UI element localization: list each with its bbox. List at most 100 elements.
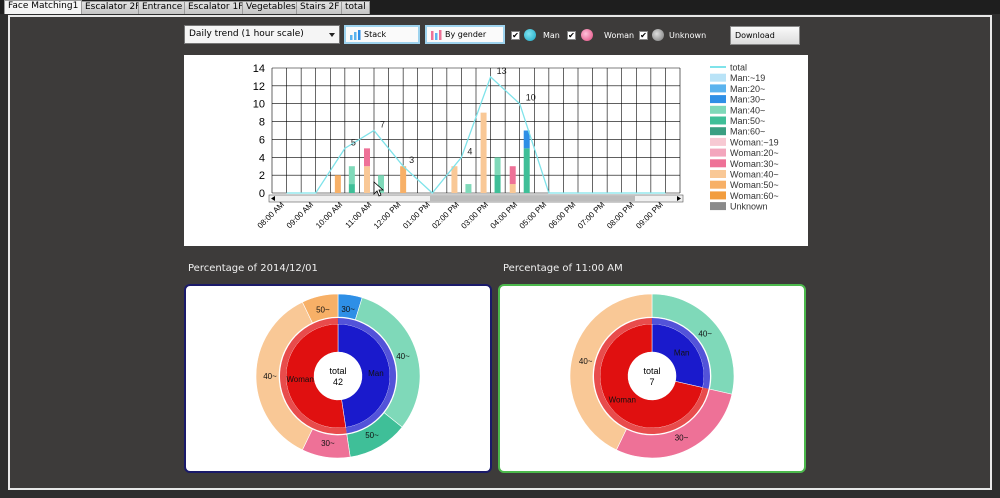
pie-outer-label: 30~ xyxy=(341,305,355,314)
pie-center xyxy=(314,352,362,400)
by-gender-button[interactable]: By gender xyxy=(425,25,505,44)
total-line xyxy=(286,75,666,194)
legend-swatch xyxy=(710,105,726,114)
x-tick-label: 09:00 PM xyxy=(634,200,665,231)
period-select[interactable]: Daily trend (1 hour scale) xyxy=(184,25,340,44)
legend-label: Woman:20~ xyxy=(730,148,779,158)
pie-outer-slice xyxy=(302,293,339,324)
chevron-down-icon xyxy=(329,33,335,37)
tab-total[interactable]: total xyxy=(341,1,370,14)
stack-bars-icon xyxy=(350,30,361,40)
unknown-checkbox[interactable]: ✔ xyxy=(639,31,648,40)
point-label: 4 xyxy=(467,146,472,156)
tab-entrance[interactable]: Entrance xyxy=(138,1,187,14)
point-label: 10 xyxy=(526,93,536,103)
y-tick-label: 6 xyxy=(259,134,265,146)
trend-chart-panel: 0 2 4 6 8 10 12 14 08:00 AM 09:00 AM 10:00 AM 11:00… xyxy=(184,55,808,246)
pie-panel-hour: Man Woman 40~ 30~ 40~ total 7 xyxy=(498,284,806,473)
x-tick-label: 02:00 PM xyxy=(430,200,461,231)
x-tick-label: 10:00 AM xyxy=(314,200,345,231)
scrollbar-thumb[interactable] xyxy=(430,196,635,201)
bar-segment xyxy=(480,112,487,193)
chart-legend: totalMan:~19Man:20~Man:30~Man:40~Man:50~… xyxy=(710,63,779,212)
download-button[interactable]: Download xyxy=(730,26,800,45)
legend-swatch xyxy=(710,180,726,189)
bar-segment xyxy=(465,184,472,193)
x-tick-label: 04:00 PM xyxy=(489,200,520,231)
tab-stairs-2f[interactable]: Stairs 2F xyxy=(296,1,344,14)
legend-swatch xyxy=(710,202,726,211)
pie-total-value: 7 xyxy=(649,377,654,387)
legend-swatch xyxy=(710,148,726,157)
woman-label: Woman xyxy=(604,31,635,40)
y-tick-label: 2 xyxy=(259,170,265,182)
x-tick-label: 06:00 PM xyxy=(547,200,578,231)
pie-title-day: Percentage of 2014/12/01 xyxy=(188,263,318,274)
bar-segment xyxy=(364,166,370,193)
bar-segment xyxy=(509,166,516,185)
bar-segment xyxy=(494,157,501,176)
x-tick-label: 08:00 PM xyxy=(605,200,636,231)
tab-face-matching1[interactable]: Face Matching1 xyxy=(4,0,83,14)
man-label: Man xyxy=(543,31,560,40)
bar-segment xyxy=(451,166,458,193)
x-tick-label: 03:00 PM xyxy=(459,200,490,231)
tab-vegetables[interactable]: Vegetables xyxy=(242,1,300,14)
pie-inner-rim xyxy=(338,318,396,434)
legend-label: total xyxy=(730,63,747,73)
unknown-label: Unknown xyxy=(669,31,707,40)
woman-icon xyxy=(581,29,593,41)
bar-segment xyxy=(509,184,516,193)
pie-inner-rim xyxy=(652,318,710,389)
legend-label: Woman:40~ xyxy=(730,170,779,180)
pie-total-value: 42 xyxy=(333,377,343,387)
legend-swatch xyxy=(710,116,726,125)
point-label: 13 xyxy=(497,66,507,76)
pie-inner-label: Woman xyxy=(609,396,636,405)
legend-swatch xyxy=(710,73,726,82)
legend-swatch xyxy=(710,191,726,200)
bar-segment xyxy=(494,175,501,193)
unknown-icon xyxy=(652,29,664,41)
x-tick-label: 07:00 PM xyxy=(576,200,607,231)
gender-bars-icon xyxy=(431,30,442,40)
pie-title-hour: Percentage of 11:00 AM xyxy=(503,263,623,274)
pie-outer-label: 40~ xyxy=(579,357,593,366)
legend-swatch xyxy=(710,84,726,93)
pie-total-label: total xyxy=(329,366,346,376)
pie-outer-label: 30~ xyxy=(675,433,689,442)
pie-center xyxy=(628,352,676,400)
scroll-right-icon[interactable] xyxy=(677,196,681,201)
pie-inner-label: Man xyxy=(674,348,690,357)
legend-swatch xyxy=(710,159,726,168)
pie-inner-label: Woman xyxy=(286,375,313,384)
legend-label: Woman:50~ xyxy=(730,180,779,190)
pie-outer-label: 30~ xyxy=(321,439,335,448)
legend-label: Man:20~ xyxy=(730,84,765,94)
tab-escalator-1f[interactable]: Escalator 1F xyxy=(184,1,248,14)
y-tick-label: 8 xyxy=(259,117,265,129)
legend-label: Man:60~ xyxy=(730,127,765,137)
legend-label: Man:30~ xyxy=(730,95,765,105)
woman-checkbox[interactable]: ✔ xyxy=(567,31,576,40)
y-tick-label: 12 xyxy=(253,81,265,93)
stack-button[interactable]: Stack xyxy=(344,25,420,44)
legend-swatch xyxy=(710,127,726,136)
tab-escalator-2f[interactable]: Escalator 2F xyxy=(81,1,145,14)
legend-label: Woman:30~ xyxy=(730,159,779,169)
bar-segment xyxy=(348,166,355,185)
mouse-cursor-icon xyxy=(373,181,385,197)
pie-inner-label: Man xyxy=(368,369,384,378)
x-tick-label: 11:00 AM xyxy=(344,200,374,230)
scroll-left-icon[interactable] xyxy=(271,196,275,201)
bar-segment xyxy=(364,148,370,167)
legend-label: Unknown xyxy=(730,202,768,212)
man-icon xyxy=(524,29,536,41)
x-tick-label: 09:00 AM xyxy=(285,200,316,231)
pie-total-label: total xyxy=(643,366,660,376)
x-tick-label: 08:00 AM xyxy=(256,200,287,231)
tab-bar: Face Matching1 Escalator 2F Entrance Esc… xyxy=(0,0,1000,14)
man-checkbox[interactable]: ✔ xyxy=(511,31,520,40)
chart-scrollbar[interactable] xyxy=(268,194,684,203)
